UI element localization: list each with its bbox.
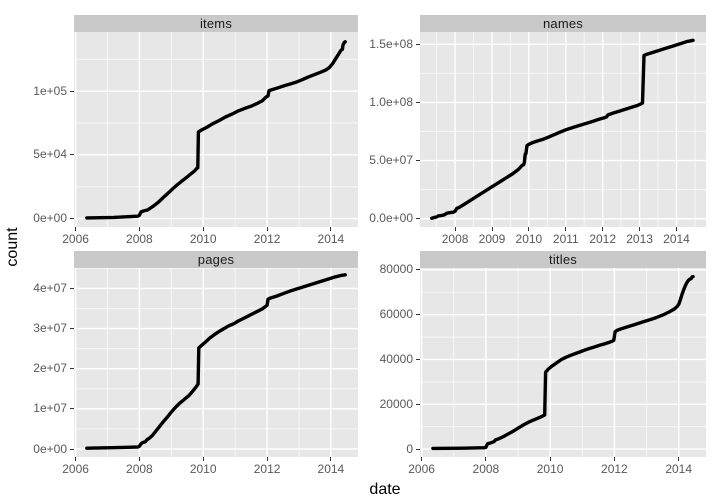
y-tick-label: 0e+00 [33,211,67,225]
x-tick-mark [676,227,677,231]
x-tick-label: 2008 [472,462,500,476]
y-tick-label: 0 [406,441,413,456]
y-tick-mark [416,359,420,360]
y-tick-mark [70,408,74,410]
facet-title: names [542,16,584,31]
x-tick-mark [138,227,140,231]
x-tick-label: 2008 [126,232,153,246]
x-tick-label: 2012 [253,232,281,246]
y-tick-mark [416,314,420,316]
x-tick-mark [678,457,680,461]
y-tick-mark [70,90,74,92]
panel-background [420,268,706,457]
y-tick-label: 80000 [379,262,413,277]
x-tick-mark [639,227,641,231]
y-tick-label: 2e+07 [33,361,67,376]
facet-strip-pages: pages [74,251,358,268]
panel-names [420,32,706,227]
panel-background [74,32,358,227]
x-tick-label: 2014 [665,462,693,476]
x-tick-label: 2006 [62,462,89,476]
y-tick-mark [416,160,420,162]
y-tick-mark [70,218,74,219]
y-tick-label: 40000 [379,352,413,366]
facet-title: pages [197,252,235,267]
y-tick-label: 20000 [379,396,413,411]
y-tick-label: 0.0e+00 [369,211,413,226]
y-tick-label: 60000 [379,307,413,322]
facet-title: items [199,16,233,31]
x-axis-title: date [369,481,401,498]
x-tick-mark [266,227,268,231]
y-tick-label: 3e+07 [33,321,67,336]
x-tick-label: 2006 [62,232,89,246]
x-tick-label: 2010 [189,232,217,246]
series-line-names [430,38,695,220]
x-tick-label: 2010 [536,462,564,476]
x-tick-label: 2010 [515,232,543,246]
y-tick-label: 5.0e+07 [369,153,413,168]
y-tick-mark [70,328,74,330]
x-tick-label: 2012 [253,462,281,476]
y-tick-mark [416,403,420,405]
x-tick-label: 2014 [663,232,690,246]
x-tick-label: 2006 [408,462,435,476]
panel-titles [420,268,706,457]
x-tick-mark [485,457,487,461]
x-tick-label: 2011 [552,232,579,246]
x-tick-label: 2009 [478,232,506,246]
x-tick-mark [565,227,567,231]
x-tick-mark [75,227,77,231]
y-tick-mark [416,448,420,450]
panel-background [74,268,358,457]
y-tick-mark [416,43,420,45]
x-tick-mark [613,457,615,461]
x-tick-mark [549,457,551,461]
facet-strip-names: names [420,15,706,32]
x-tick-label: 2010 [189,462,217,476]
x-tick-mark [138,457,140,461]
y-tick-mark [416,269,420,271]
x-tick-label: 2008 [126,462,153,476]
x-tick-label: 2013 [626,232,653,246]
x-tick-mark [202,227,204,231]
y-tick-mark [70,368,74,370]
series-line-titles [431,274,695,451]
facet-strip-items: items [74,15,358,32]
series-line-pages [85,273,347,450]
x-tick-mark [421,457,423,461]
y-tick-label: 1.5e+08 [369,36,413,51]
x-tick-mark [330,227,332,231]
x-tick-mark [330,457,332,461]
y-tick-label: 4e+07 [33,281,67,295]
x-tick-mark [202,457,204,461]
x-tick-label: 2012 [601,462,628,476]
y-tick-label: 0e+00 [33,441,67,456]
x-tick-label: 2014 [317,462,345,476]
facet-strip-titles: titles [420,251,706,268]
x-tick-mark [454,227,456,231]
y-tick-label: 1e+05 [33,83,67,98]
x-tick-label: 2012 [589,232,617,246]
y-tick-mark [416,102,420,103]
panel-items [74,32,358,227]
x-tick-mark [266,457,268,461]
y-tick-label: 1.0e+08 [369,95,413,109]
y-tick-mark [416,218,420,220]
y-tick-mark [70,154,74,156]
series-line-items [85,40,347,220]
y-tick-label: 5e+04 [33,147,67,162]
x-tick-label: 2008 [441,232,469,246]
x-tick-mark [602,227,604,231]
y-tick-label: 1e+07 [33,401,67,416]
x-tick-mark [491,227,493,231]
x-tick-mark [528,227,530,231]
y-tick-mark [70,448,74,450]
y-tick-mark [70,288,74,289]
x-tick-label: 2014 [317,232,345,246]
facet-title: titles [549,252,577,267]
panel-pages [74,268,358,457]
x-tick-mark [75,457,77,461]
